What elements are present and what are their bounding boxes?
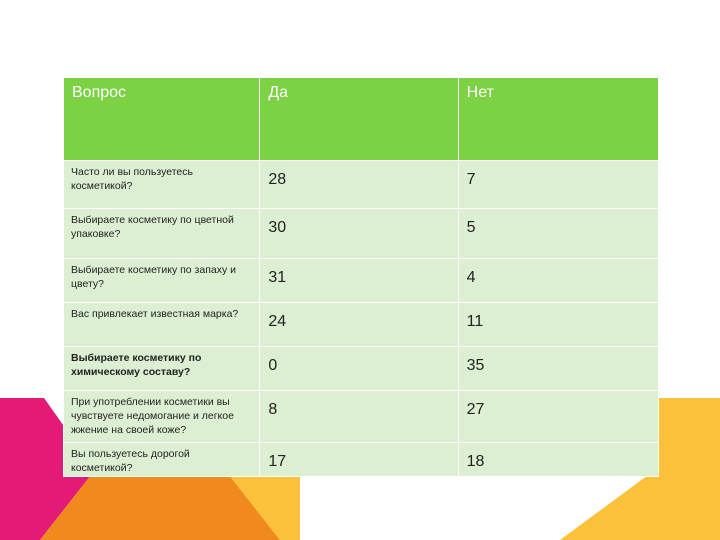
question-cell: При употреблении косметики вы чувствуете…: [62, 390, 261, 443]
no-cell: 27: [457, 390, 660, 443]
yes-cell: 28: [259, 160, 459, 209]
yes-cell: 17: [259, 442, 459, 477]
orange-shape: [40, 470, 280, 540]
table-row: Часто ли вы пользуетесь косметикой? 28 7: [62, 160, 660, 209]
no-cell: 11: [457, 302, 660, 347]
no-cell: 4: [457, 258, 660, 303]
table-header-row: Вопрос Да Нет: [62, 77, 660, 161]
yes-cell: 24: [259, 302, 459, 347]
yellow-shape-left: [225, 470, 300, 540]
yes-cell: 30: [259, 208, 459, 259]
table-row: Вас привлекает известная марка? 24 11: [62, 302, 660, 347]
table-row: Выбираете косметику по запаху и цвету? 3…: [62, 258, 660, 303]
no-cell: 18: [457, 442, 660, 477]
no-cell: 5: [457, 208, 660, 259]
question-cell: Выбираете косметику по химическому соста…: [62, 346, 261, 391]
question-cell: Выбираете косметику по цветной упаковке?: [62, 208, 261, 259]
table-row: Выбираете косметику по цветной упаковке?…: [62, 208, 660, 259]
table-row: Выбираете косметику по химическому соста…: [62, 346, 660, 391]
question-cell: Вы пользуетесь дорогой косметикой?: [62, 442, 261, 477]
table-row: При употреблении косметики вы чувствуете…: [62, 390, 660, 443]
question-cell: Вас привлекает известная марка?: [62, 302, 261, 347]
yellow-shape-right: [560, 398, 720, 540]
header-no: Нет: [457, 77, 660, 161]
header-question: Вопрос: [62, 77, 261, 161]
question-cell: Часто ли вы пользуетесь косметикой?: [62, 160, 261, 209]
question-cell: Выбираете косметику по запаху и цвету?: [62, 258, 261, 303]
no-cell: 7: [457, 160, 660, 209]
yes-cell: 0: [259, 346, 459, 391]
survey-table: Вопрос Да Нет Часто ли вы пользуетесь ко…: [62, 77, 660, 477]
magenta-shape: [0, 398, 95, 540]
table-row: Вы пользуетесь дорогой косметикой? 17 18: [62, 442, 660, 477]
header-yes: Да: [259, 77, 459, 161]
no-cell: 35: [457, 346, 660, 391]
yes-cell: 31: [259, 258, 459, 303]
yes-cell: 8: [259, 390, 459, 443]
